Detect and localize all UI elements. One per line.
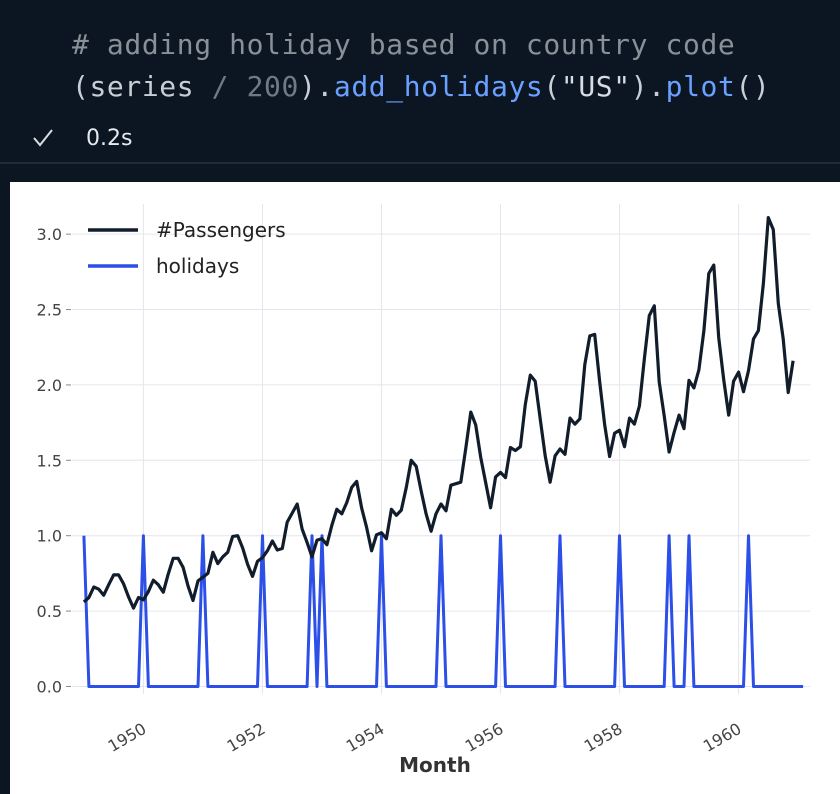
series-line-passengers — [82, 215, 795, 610]
grid-lines — [72, 204, 810, 694]
x-tick-label: 1960 — [700, 719, 745, 756]
code-token-country-string: "US" — [560, 70, 631, 103]
y-tick-label: 1.5 — [37, 451, 62, 470]
check-icon — [33, 129, 53, 147]
x-tick-label: 1956 — [462, 719, 507, 756]
y-tick-label: 2.0 — [37, 376, 62, 395]
code-token-close: ). — [298, 70, 334, 103]
y-tick-label: 2.5 — [37, 301, 62, 320]
x-axis-ticks: 1950 1952 1954 1956 1958 1960 — [105, 719, 745, 756]
code-comment-line: # adding holiday based on country code — [72, 28, 736, 61]
plot-output: 0.0 0.5 1.0 1.5 2.0 2.5 3.0 1950 1952 1954 1956 19… — [10, 182, 840, 794]
execution-status-row: 0.2s — [0, 120, 840, 162]
chart-legend: #Passengers holidays — [88, 218, 286, 278]
series-layer — [82, 215, 804, 688]
code-token-end: () — [735, 70, 771, 103]
y-tick-label: 1.0 — [37, 527, 62, 546]
legend-label: holidays — [156, 254, 239, 278]
code-statement-line: (series / 200).add_holidays("US").plot() — [72, 70, 770, 103]
cell-separator — [0, 162, 840, 164]
series-line-holidays — [82, 534, 804, 688]
code-token-open: (series — [72, 70, 212, 103]
x-axis-label: Month — [399, 753, 471, 777]
line-chart: 0.00.51.01.52.02.53.0 1950 1952 1954 1956 19… — [37, 204, 810, 777]
code-token-add-holidays: add_holidays — [333, 70, 544, 103]
code-token-plot: plot — [665, 70, 736, 103]
x-tick-label: 1954 — [343, 719, 388, 756]
code-cell[interactable]: # adding holiday based on country code (… — [0, 0, 840, 162]
x-tick-label: 1952 — [224, 719, 269, 756]
legend-label: #Passengers — [156, 218, 286, 242]
y-tick-label: 0.0 — [37, 677, 62, 696]
code-token-division: / 200 — [211, 70, 299, 103]
x-tick-label: 1958 — [581, 719, 626, 756]
x-tick-label: 1950 — [105, 719, 150, 756]
y-tick-label: 3.0 — [37, 225, 62, 244]
execution-duration: 0.2s — [86, 126, 133, 151]
code-token-arg-close: ). — [630, 70, 666, 103]
code-token-arg-open: ( — [543, 70, 561, 103]
y-tick-label: 0.5 — [37, 602, 62, 621]
y-axis-ticks: 0.0 0.5 1.0 1.5 2.0 2.5 3.0 — [37, 225, 71, 696]
